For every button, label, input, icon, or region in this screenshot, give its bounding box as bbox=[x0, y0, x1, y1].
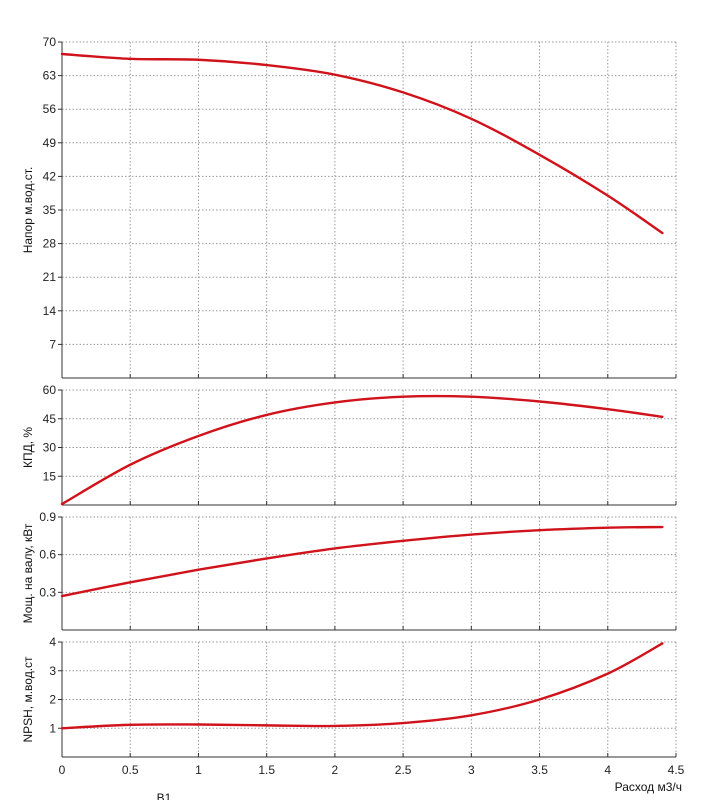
y-tick-label: 0.6 bbox=[39, 548, 56, 562]
data-point bbox=[538, 698, 541, 701]
data-point bbox=[470, 118, 473, 120]
y-axis-label: Мощ. на валу, кВт bbox=[21, 523, 35, 623]
data-point bbox=[197, 723, 200, 726]
x-tick-label: 3.5 bbox=[531, 763, 548, 777]
data-point bbox=[61, 727, 63, 730]
panel-2: 15 30 45 60 КПД, % bbox=[21, 383, 677, 506]
panel-3: 0.3 0.6 0.9 Мощ. на валу, кВт bbox=[21, 510, 677, 631]
data-point bbox=[402, 91, 404, 94]
x-tick-label: 2.5 bbox=[395, 763, 412, 777]
series-line bbox=[60, 642, 664, 730]
data-point bbox=[470, 395, 473, 398]
data-point bbox=[265, 414, 268, 416]
series-line bbox=[60, 525, 664, 598]
y-tick-label: 60 bbox=[43, 383, 57, 397]
y-tick-label: 42 bbox=[43, 169, 57, 183]
y-tick-label: 2 bbox=[49, 693, 56, 707]
y-tick-label: 14 bbox=[43, 304, 57, 318]
y-tick-label: 49 bbox=[43, 136, 57, 150]
data-point bbox=[129, 724, 132, 726]
y-tick-label: 3 bbox=[49, 664, 56, 678]
y-tick-label: 1 bbox=[49, 721, 56, 735]
y-tick-label: 0.3 bbox=[39, 585, 56, 599]
series-line bbox=[60, 52, 664, 235]
x-tick-label: 4 bbox=[604, 763, 611, 777]
y-tick-label: 35 bbox=[43, 203, 57, 217]
data-point bbox=[470, 533, 473, 536]
data-point bbox=[606, 672, 609, 675]
data-point bbox=[334, 401, 336, 404]
x-tick-label: 4.5 bbox=[668, 763, 685, 777]
x-tick-label: 1 bbox=[195, 763, 202, 777]
y-tick-label: 45 bbox=[43, 412, 57, 426]
y-tick-label: 70 bbox=[43, 35, 57, 49]
y-tick-label: 0.9 bbox=[39, 510, 56, 524]
data-point bbox=[661, 416, 664, 418]
x-tick-label: 0 bbox=[59, 763, 66, 777]
data-point bbox=[129, 58, 132, 60]
data-point bbox=[61, 595, 63, 597]
y-tick-label: 30 bbox=[43, 441, 57, 455]
y-tick-label: 4 bbox=[49, 635, 56, 649]
y-tick-label: 15 bbox=[43, 469, 57, 483]
data-point bbox=[661, 526, 664, 528]
data-point bbox=[334, 73, 336, 76]
y-tick-label: 63 bbox=[43, 69, 57, 83]
data-point bbox=[470, 714, 473, 717]
y-tick-label: 56 bbox=[43, 102, 57, 116]
data-point bbox=[661, 642, 664, 645]
data-point bbox=[538, 529, 541, 531]
panel-4: 1 2 3 4 NPSH, м.вод.ст bbox=[21, 635, 677, 758]
data-point bbox=[129, 581, 132, 584]
data-point bbox=[265, 64, 268, 66]
x-tick-label: 2 bbox=[332, 763, 339, 777]
data-point bbox=[402, 540, 404, 542]
data-point bbox=[197, 435, 200, 437]
data-point bbox=[606, 526, 609, 529]
y-tick-label: 7 bbox=[49, 337, 56, 351]
x-tick-label: 3 bbox=[468, 763, 475, 777]
data-point bbox=[61, 503, 63, 505]
data-point bbox=[265, 724, 268, 727]
data-point bbox=[197, 568, 200, 571]
data-point bbox=[606, 194, 609, 197]
x-tick-label: 0.5 bbox=[122, 763, 139, 777]
data-point bbox=[129, 463, 132, 466]
data-point bbox=[334, 547, 336, 550]
footer-label: В1 bbox=[157, 791, 172, 800]
panel-1: 7 14 21 28 35 42 49 56 63 70 Напор м.вод.ст. bbox=[21, 35, 677, 379]
data-point bbox=[402, 722, 404, 724]
data-point bbox=[661, 232, 664, 234]
x-tick-label: 1.5 bbox=[258, 763, 275, 777]
y-axis-label: Напор м.вод.ст. bbox=[21, 167, 35, 254]
y-tick-label: 28 bbox=[43, 237, 57, 251]
data-point bbox=[538, 400, 541, 403]
data-point bbox=[61, 53, 63, 55]
data-point bbox=[402, 395, 404, 398]
data-point bbox=[334, 725, 336, 727]
data-point bbox=[197, 58, 200, 61]
data-point bbox=[265, 557, 268, 560]
y-axis-label: NPSH, м.вод.ст bbox=[21, 656, 35, 743]
y-tick-label: 21 bbox=[43, 270, 57, 284]
data-point bbox=[538, 154, 541, 156]
y-axis-label: КПД, % bbox=[21, 427, 35, 468]
series-line bbox=[60, 394, 664, 506]
data-point bbox=[606, 408, 609, 410]
x-axis-label: Расход м3/ч bbox=[615, 780, 682, 794]
